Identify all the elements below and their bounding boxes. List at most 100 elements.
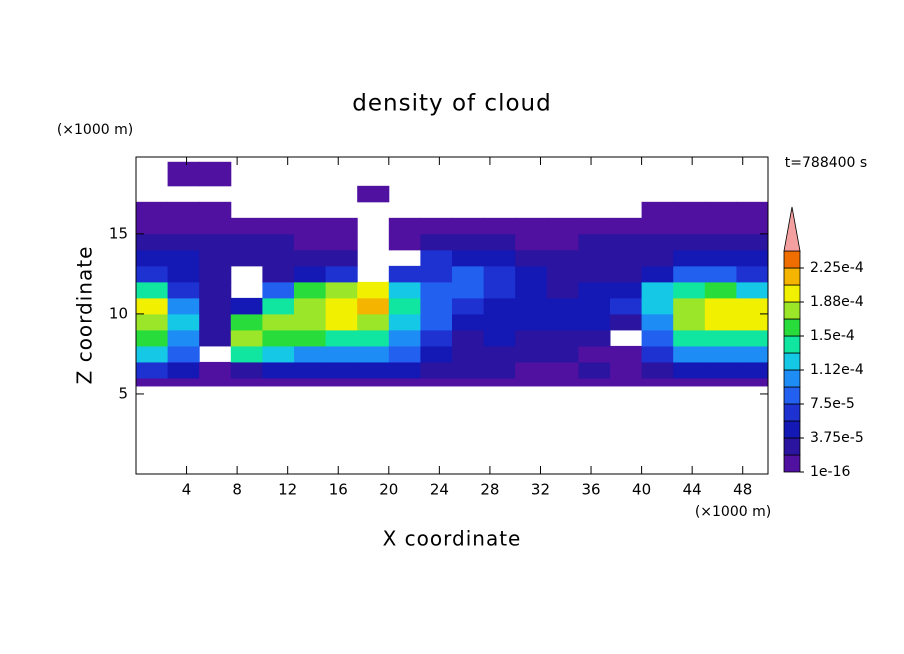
- colorbar-label: 1e-16: [810, 464, 850, 480]
- contour-cell: [483, 249, 516, 267]
- contour-cell: [199, 377, 232, 387]
- contour-cell: [673, 233, 706, 251]
- contour-cell: [610, 345, 643, 363]
- contour-cell: [483, 329, 516, 347]
- colorbar-box: [783, 250, 801, 269]
- contour-cell: [546, 329, 579, 347]
- contour-cell: [136, 313, 169, 331]
- contour-cell: [230, 233, 263, 251]
- contour-cell: [452, 313, 485, 331]
- contour-cell: [673, 265, 706, 283]
- contour-cell: [641, 329, 674, 347]
- contour-cell: [704, 361, 737, 379]
- contour-cell: [325, 345, 358, 363]
- contour-cell: [736, 265, 769, 283]
- contour-cell: [420, 265, 453, 283]
- contour-cell: [230, 361, 263, 379]
- contour-cell: [673, 297, 706, 315]
- contour-cell: [515, 297, 548, 315]
- contour-cell: [136, 297, 169, 315]
- contour-cell: [515, 265, 548, 283]
- contour-cell: [610, 377, 643, 387]
- x-tick-label: 12: [278, 481, 297, 499]
- contour-cell: [294, 265, 327, 283]
- contour-cell: [167, 345, 200, 363]
- contour-cell: [736, 281, 769, 299]
- contour-cell: [262, 249, 295, 267]
- colorbar-label: 1.12e-4: [810, 362, 864, 378]
- contour-cell: [388, 297, 421, 315]
- contour-cell: [546, 249, 579, 267]
- contour-cell: [673, 345, 706, 363]
- contour-cell: [578, 313, 611, 331]
- colorbar-label: 7.5e-5: [810, 396, 855, 412]
- contour-cell: [578, 233, 611, 251]
- contour-cell: [230, 217, 263, 235]
- x-tick-label: 20: [379, 481, 398, 499]
- contour-cell: [673, 329, 706, 347]
- contour-cell: [546, 265, 579, 283]
- x-tick-label: 4: [182, 481, 192, 499]
- colorbar-box: [783, 352, 801, 371]
- colorbar-box: [783, 386, 801, 405]
- contour-cell: [704, 297, 737, 315]
- contour-cell: [704, 377, 737, 387]
- contour-cell: [325, 313, 358, 331]
- contour-cell: [736, 361, 769, 379]
- contour-cell: [610, 313, 643, 331]
- contour-cell: [641, 377, 674, 387]
- x-tick-label: 48: [733, 481, 752, 499]
- x-tick-label: 28: [480, 481, 499, 499]
- contour-cell: [704, 265, 737, 283]
- contour-cell: [388, 361, 421, 379]
- contour-cell: [641, 361, 674, 379]
- contour-cell: [483, 313, 516, 331]
- contour-cell: [262, 313, 295, 331]
- contour-cell: [420, 281, 453, 299]
- contour-cell: [673, 281, 706, 299]
- contour-cell: [167, 201, 200, 219]
- contour-cell: [325, 249, 358, 267]
- contour-cell: [515, 233, 548, 251]
- contour-cell: [262, 377, 295, 387]
- contour-cell: [230, 249, 263, 267]
- contour-cell: [420, 313, 453, 331]
- contour-cell: [736, 313, 769, 331]
- contour-cell: [736, 377, 769, 387]
- contour-cell: [736, 345, 769, 363]
- contour-cell: [483, 281, 516, 299]
- contour-cell: [199, 265, 232, 283]
- contour-cell: [262, 361, 295, 379]
- contour-cell: [736, 217, 769, 235]
- contour-cell: [515, 377, 548, 387]
- contour-cell: [704, 329, 737, 347]
- contour-cell: [136, 201, 169, 219]
- contour-cell: [420, 329, 453, 347]
- contour-cell: [452, 297, 485, 315]
- contour-cell: [483, 233, 516, 251]
- contour-cell: [641, 297, 674, 315]
- contour-cell: [262, 233, 295, 251]
- contour-cell: [673, 201, 706, 219]
- contour-cell: [578, 265, 611, 283]
- contour-cell: [546, 217, 579, 235]
- contour-cell: [136, 233, 169, 251]
- y-tick-label: 5: [118, 384, 128, 402]
- contour-cell: [578, 217, 611, 235]
- contour-cell: [294, 249, 327, 267]
- contour-cell: [483, 361, 516, 379]
- contour-cell: [578, 345, 611, 363]
- contour-cell: [641, 201, 674, 219]
- contour-cell: [673, 361, 706, 379]
- contour-cell: [199, 313, 232, 331]
- contour-cell: [325, 377, 358, 387]
- contour-cell: [673, 249, 706, 267]
- contour-cell: [388, 281, 421, 299]
- colorbar-box: [783, 437, 801, 456]
- contour-cell: [199, 249, 232, 267]
- contour-cell: [704, 313, 737, 331]
- contour-cell: [230, 377, 263, 387]
- x-unit: (×1000 m): [695, 504, 771, 520]
- contour-cell: [736, 249, 769, 267]
